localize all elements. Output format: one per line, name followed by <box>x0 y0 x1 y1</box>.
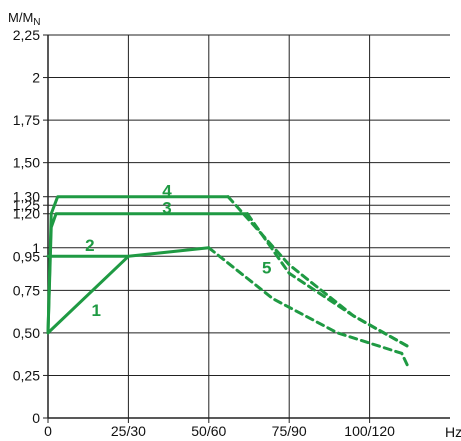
y-axis-tick-label: 1,25 <box>13 197 40 213</box>
y-axis-tick-label: 1,75 <box>13 112 40 128</box>
x-axis-tick-label: 100/120 <box>344 423 395 439</box>
x-axis-tick-label: 25/30 <box>111 423 146 439</box>
y-axis-tick-label: 0,50 <box>13 325 40 341</box>
y-axis-tick-label: 0,95 <box>13 248 40 264</box>
x-axis-tick-label: 50/60 <box>191 423 226 439</box>
curve-label-2: 2 <box>85 236 94 255</box>
y-axis-tick-label: 0,75 <box>13 282 40 298</box>
x-axis-title: Hz <box>445 424 461 440</box>
curve-label-4: 4 <box>162 182 172 201</box>
plot-background <box>48 35 450 418</box>
y-axis-tick-label: 1,50 <box>13 155 40 171</box>
y-axis-tick-label: 0,25 <box>13 367 40 383</box>
axis-layer: 0 25/30 50/60 75/90 100/120 0 0,25 0,50 0,75 0,95… <box>13 27 450 439</box>
curve-label-5: 5 <box>262 258 271 277</box>
x-axis-tick-label: 75/90 <box>272 423 307 439</box>
curve-4-dashed-segment <box>226 195 410 349</box>
y-axis-title-main: M/M <box>8 10 33 25</box>
curve-1-dashed-segment <box>207 246 410 369</box>
y-axis-tick-label: 2,25 <box>13 27 40 43</box>
x-axis-tick-label: 0 <box>44 423 52 439</box>
y-axis-tick-label: 1 <box>32 240 40 256</box>
y-axis-title: M/MN <box>8 10 41 28</box>
y-axis-tick-label: 2 <box>32 70 40 86</box>
curve-label-1: 1 <box>92 301 101 320</box>
annotation-layer: 1 2 34 5 <box>85 182 271 320</box>
y-axis-tick-label: 1,30 <box>13 189 40 205</box>
y-axis-title-subscript: N <box>33 17 40 28</box>
plot-area <box>48 35 450 418</box>
curve-label-3: 3 <box>162 199 171 218</box>
y-axis-tick-label: 0 <box>32 410 40 426</box>
series-layer <box>46 195 410 369</box>
y-axis-tick-label: 1,20 <box>13 206 40 222</box>
curve-4-solid-segment <box>46 195 230 335</box>
